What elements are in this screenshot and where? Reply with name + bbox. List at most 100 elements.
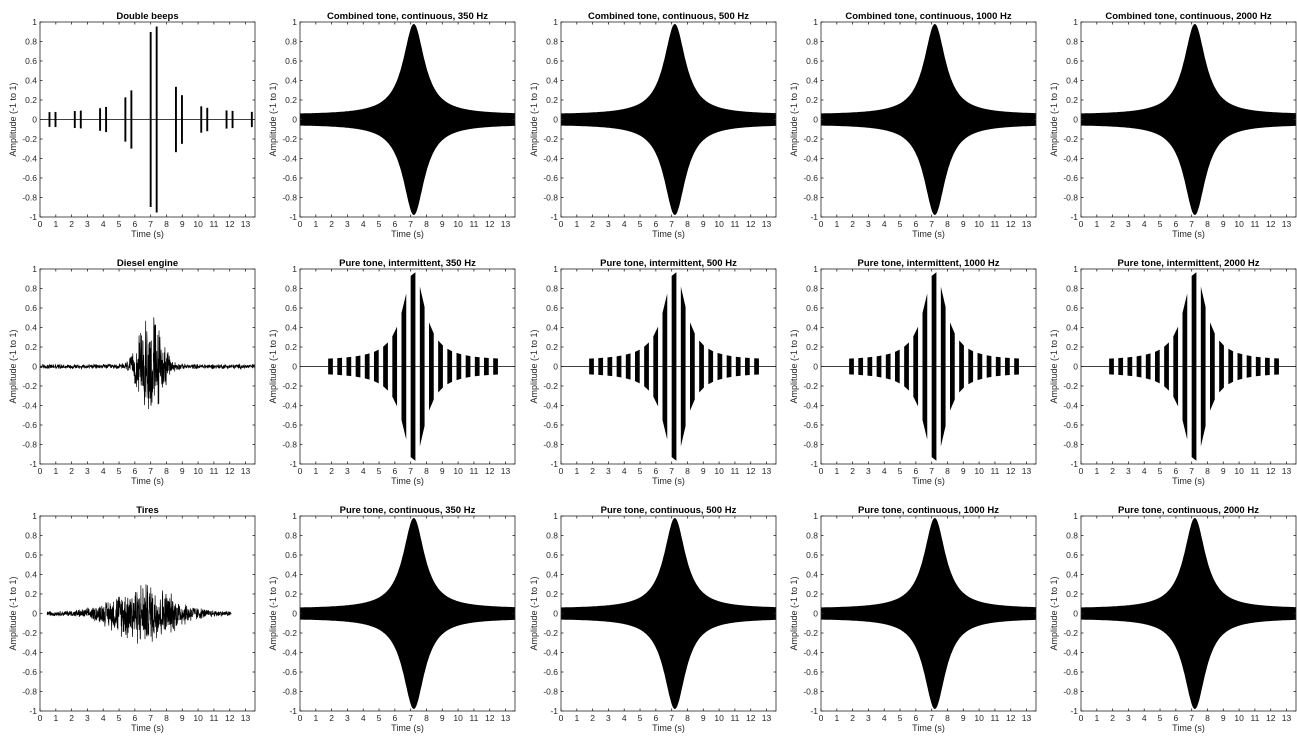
x-tick-label: 0 xyxy=(298,219,303,229)
signal-waveform xyxy=(46,584,232,644)
signal-envelope xyxy=(300,24,515,215)
plot-area xyxy=(40,317,255,410)
signal-burst xyxy=(904,342,909,391)
signal-burst xyxy=(1109,358,1114,375)
x-tick-label: 5 xyxy=(117,713,122,723)
x-tick-label: 11 xyxy=(469,713,478,723)
x-tick-label: 10 xyxy=(193,713,203,723)
y-tick-label: 0 xyxy=(32,609,37,619)
signal-burst xyxy=(959,340,964,393)
x-tick-label: 8 xyxy=(164,713,169,723)
y-tick-label: -1 xyxy=(810,212,818,222)
y-tick-label: 0.8 xyxy=(25,284,37,294)
y-tick-label: 0.4 xyxy=(25,76,37,86)
x-tick-label: 5 xyxy=(638,466,643,476)
y-tick-label: 0 xyxy=(292,609,297,619)
panel-pure-tone-continuous-350-hz: 0 1 2 3 4 5 6 7 8 9 10 11 12 13-1-0.8-0.6-0.4-0.200.2… xyxy=(268,505,516,733)
panel-title: Combined tone, continuous, 350 Hz xyxy=(327,11,488,22)
panel-pure-tone-intermittent-1000-hz: 0 1 2 3 4 5 6 7 8 9 10 11 12 13-1-0.8-0.6-0.4-0.200.2… xyxy=(789,258,1037,486)
x-tick-label: 3 xyxy=(606,466,611,476)
signal-burst xyxy=(419,286,425,447)
x-tick-label: 6 xyxy=(653,219,658,229)
y-tick-label: 0.6 xyxy=(1066,550,1078,560)
x-tick-label: 2 xyxy=(590,466,595,476)
y-tick-label: 0.2 xyxy=(285,342,297,352)
y-tick-label: -0.8 xyxy=(543,687,558,697)
signal-burst xyxy=(1173,326,1179,407)
x-tick-label: 9 xyxy=(440,466,445,476)
y-tick-label: 1 xyxy=(813,264,818,274)
x-tick-label: 7 xyxy=(1189,219,1194,229)
signal-burst xyxy=(977,352,983,381)
x-tick-label: 7 xyxy=(669,219,674,229)
x-tick-label: 2 xyxy=(850,219,855,229)
y-tick-label: 1 xyxy=(1073,264,1078,274)
x-tick-label: 3 xyxy=(866,713,871,723)
y-axis-label: Amplitude (-1 to 1) xyxy=(789,329,799,403)
x-tick-label: 1 xyxy=(313,466,318,476)
signal-beep xyxy=(130,90,133,149)
x-tick-label: 1 xyxy=(1094,219,1099,229)
y-tick-label: 1 xyxy=(553,511,558,521)
x-axis-label: Time (s) xyxy=(652,476,685,486)
y-tick-label: -0.8 xyxy=(803,440,818,450)
y-tick-label: -0.4 xyxy=(22,648,37,658)
signal-burst xyxy=(968,348,974,385)
y-tick-label: -0.6 xyxy=(803,173,818,183)
y-tick-label: 1 xyxy=(292,511,297,521)
x-tick-label: 9 xyxy=(961,219,966,229)
y-tick-label: -1 xyxy=(810,459,818,469)
signal-burst xyxy=(867,356,873,377)
x-tick-label: 4 xyxy=(361,713,366,723)
x-tick-label: 10 xyxy=(453,466,463,476)
signal-burst xyxy=(644,342,649,391)
signal-burst xyxy=(1164,342,1169,391)
y-tick-label: -1 xyxy=(550,212,558,222)
y-tick-label: 1 xyxy=(553,17,558,27)
x-axis-label: Time (s) xyxy=(912,723,945,733)
x-tick-label: 1 xyxy=(574,713,579,723)
x-tick-label: 4 xyxy=(1142,466,1147,476)
signal-envelope xyxy=(1081,24,1296,215)
x-tick-label: 6 xyxy=(1173,466,1178,476)
y-tick-label: -1 xyxy=(289,706,297,716)
y-tick-label: -0.8 xyxy=(543,440,558,450)
signal-beep xyxy=(149,32,152,207)
y-tick-label: -1 xyxy=(29,212,37,222)
signal-burst xyxy=(401,293,407,440)
signal-burst xyxy=(680,286,686,447)
x-tick-label: 10 xyxy=(974,713,984,723)
y-tick-label: -0.2 xyxy=(282,134,297,144)
x-tick-label: 13 xyxy=(1282,713,1292,723)
plot-area xyxy=(300,272,515,461)
panel-title: Pure tone, continuous, 500 Hz xyxy=(601,505,737,516)
y-tick-label: -0.4 xyxy=(22,154,37,164)
x-tick-label: 5 xyxy=(898,219,903,229)
y-tick-label: 0 xyxy=(813,362,818,372)
x-tick-label: 3 xyxy=(85,466,90,476)
x-tick-label: 8 xyxy=(424,713,429,723)
plot-area xyxy=(300,518,515,709)
x-tick-label: 13 xyxy=(501,713,511,723)
y-tick-label: 0.4 xyxy=(806,76,818,86)
signal-burst xyxy=(598,357,604,376)
x-axis-label: Time (s) xyxy=(131,229,164,239)
x-tick-label: 0 xyxy=(38,713,43,723)
signal-burst xyxy=(429,322,434,411)
x-tick-label: 9 xyxy=(961,466,966,476)
y-tick-label: 0.8 xyxy=(25,37,37,47)
y-tick-label: 0.4 xyxy=(806,323,818,333)
y-tick-label: 0.8 xyxy=(25,531,37,541)
x-tick-label: 5 xyxy=(1158,713,1163,723)
signal-burst xyxy=(465,355,471,378)
y-tick-label: 1 xyxy=(32,511,37,521)
panel-pure-tone-continuous-2000-hz: 0 1 2 3 4 5 6 7 8 9 10 11 12 13-1-0.8-0.6-0.4-0.200.2… xyxy=(1049,505,1297,733)
x-axis-label: Time (s) xyxy=(391,229,424,239)
y-tick-label: -0.8 xyxy=(282,687,297,697)
panel-title: Combined tone, continuous, 500 Hz xyxy=(588,11,749,22)
y-tick-label: -0.6 xyxy=(803,667,818,677)
x-tick-label: 10 xyxy=(974,466,984,476)
x-tick-label: 9 xyxy=(701,713,706,723)
x-tick-label: 13 xyxy=(1022,713,1032,723)
